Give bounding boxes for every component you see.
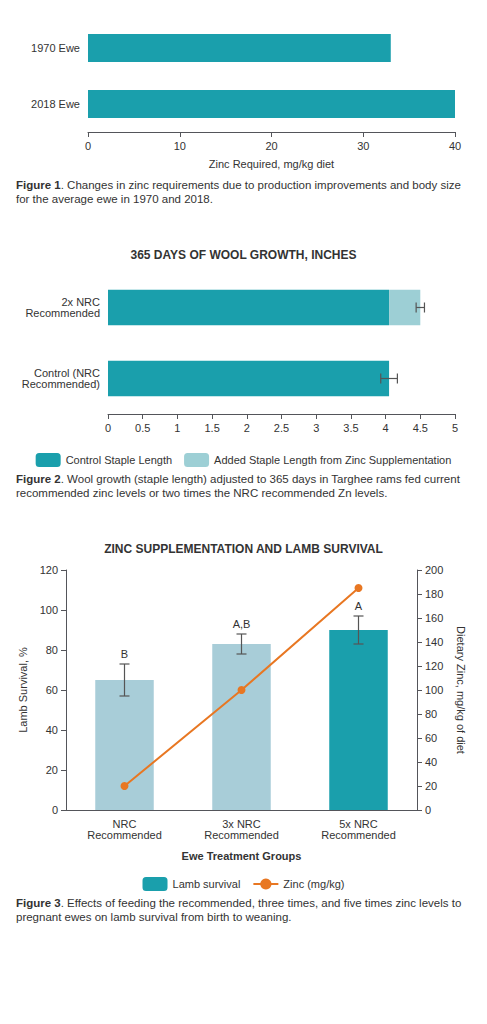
svg-text:100: 100: [425, 684, 443, 696]
svg-text:80: 80: [46, 644, 58, 656]
svg-text:20: 20: [46, 764, 58, 776]
svg-text:20: 20: [425, 780, 437, 792]
svg-text:0: 0: [425, 804, 431, 816]
svg-text:0: 0: [85, 140, 91, 152]
svg-text:30: 30: [357, 140, 369, 152]
svg-text:ZINC SUPPLEMENTATION AND LAMB: ZINC SUPPLEMENTATION AND LAMB SURVIVAL: [104, 542, 383, 556]
svg-text:40: 40: [425, 756, 437, 768]
html-text:Figure 3. Effects of feeding t: Figure 3. Effects of feeding the recomme…: [16, 897, 462, 923]
html-text:Figure 1. Changes in zinc requ: Figure 1. Changes in zinc requirements d…: [16, 179, 461, 205]
svg-text:Lamb survival: Lamb survival: [173, 878, 241, 890]
svg-text:365 DAYS OF WOOL GROWTH, INCHE: 365 DAYS OF WOOL GROWTH, INCHES: [130, 248, 356, 262]
svg-text:Dietary Zinc, mg/kg of diet: Dietary Zinc, mg/kg of diet: [455, 626, 467, 754]
svg-text:4: 4: [383, 422, 389, 434]
svg-text:Ewe Treatment Groups: Ewe Treatment Groups: [182, 850, 302, 862]
svg-text:0.5: 0.5: [135, 422, 150, 434]
svg-text:4.5: 4.5: [413, 422, 428, 434]
svg-text:2018 Ewe: 2018 Ewe: [31, 98, 80, 110]
svg-text:Zinc Required, mg/kg diet: Zinc Required, mg/kg diet: [209, 158, 334, 170]
svg-text:1.5: 1.5: [204, 422, 219, 434]
svg-text:120: 120: [40, 564, 58, 576]
svg-text:B: B: [121, 648, 128, 660]
svg-text:3x NRC: 3x NRC: [222, 817, 261, 830]
svg-text:2x NRC: 2x NRC: [61, 296, 100, 308]
svg-text:A,B: A,B: [233, 618, 251, 630]
svg-text:5x NRC: 5x NRC: [339, 817, 378, 830]
html-text:Figure 2. Wool growth (staple: Figure 2. Wool growth (staple length) ad…: [16, 473, 460, 499]
svg-text:3: 3: [313, 422, 319, 434]
svg-text:60: 60: [425, 732, 437, 744]
svg-text:2.5: 2.5: [274, 422, 289, 434]
svg-text:200: 200: [425, 564, 443, 576]
svg-text:140: 140: [425, 636, 443, 648]
svg-text:1: 1: [174, 422, 180, 434]
svg-text:3.5: 3.5: [343, 422, 358, 434]
svg-text:160: 160: [425, 612, 443, 624]
svg-text:40: 40: [449, 140, 461, 152]
svg-text:1970 Ewe: 1970 Ewe: [31, 42, 80, 54]
svg-text:Recommended: Recommended: [25, 307, 100, 319]
svg-text:60: 60: [46, 684, 58, 696]
svg-text:Recommended): Recommended): [22, 378, 100, 390]
svg-text:180: 180: [425, 588, 443, 600]
svg-text:40: 40: [46, 724, 58, 736]
svg-text:Control (NRC: Control (NRC: [34, 367, 100, 379]
svg-text:Recommended: Recommended: [87, 829, 162, 841]
svg-text:NRC: NRC: [112, 817, 137, 830]
svg-text:Lamb Survival, %: Lamb Survival, %: [17, 647, 29, 733]
svg-text:20: 20: [265, 140, 277, 152]
svg-text:100: 100: [40, 604, 58, 616]
svg-text:0: 0: [52, 804, 58, 816]
svg-text:Control Staple Length: Control Staple Length: [66, 454, 172, 466]
svg-text:0: 0: [105, 422, 111, 434]
svg-text:Added Staple Length from Zinc: Added Staple Length from Zinc Supplement…: [214, 454, 451, 466]
svg-text:A: A: [355, 600, 363, 612]
svg-text:2: 2: [244, 422, 250, 434]
svg-text:5: 5: [452, 422, 458, 434]
svg-text:120: 120: [425, 660, 443, 672]
svg-text:10: 10: [174, 140, 186, 152]
svg-text:Recommended: Recommended: [321, 829, 396, 841]
svg-text:Recommended: Recommended: [204, 829, 279, 841]
svg-text:80: 80: [425, 708, 437, 720]
svg-text:Zinc (mg/kg): Zinc (mg/kg): [283, 878, 344, 890]
